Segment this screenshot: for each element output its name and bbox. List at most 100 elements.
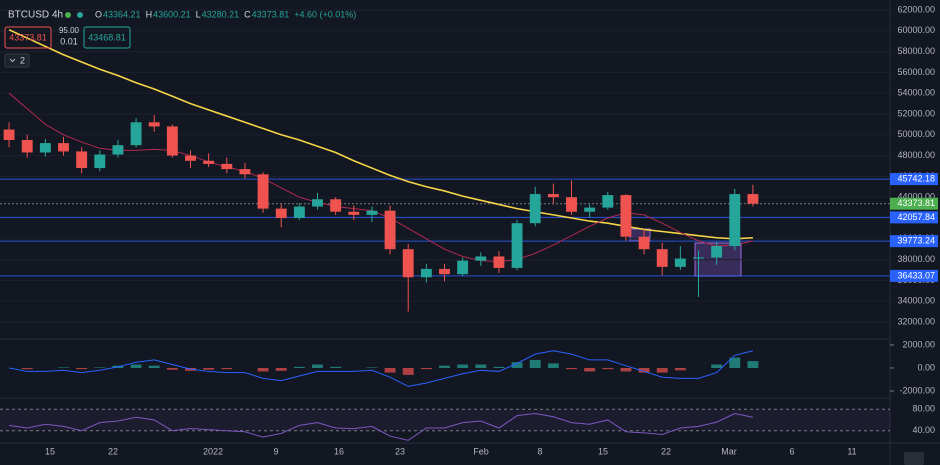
buy-button[interactable] [83,26,131,49]
ohlc-legend: O 43364.21 H 43600.21 L 43280.21 C 43373.81 +4.6… [95,9,356,19]
candle-body [39,143,51,153]
candle-body [166,126,178,156]
time-label: 22 [108,446,118,456]
macd-histogram-bar [656,367,668,373]
candle-body [547,194,559,198]
macd-histogram-bar [638,367,650,373]
candle-body [511,223,523,268]
candle-body [475,256,487,261]
rsi-tick-label: 80.00 [912,404,935,414]
candle-body [566,197,577,212]
rsi-tick-label: 40.00 [912,425,935,435]
macd-histogram-bar [330,366,342,368]
ohlc-key: L [196,9,201,19]
sell-button[interactable] [4,26,52,49]
candle-body [58,143,69,152]
symbol[interactable]: BTCUSD [8,10,49,21]
candle-body [330,199,342,212]
level-label-box [890,269,938,282]
time-label: 16 [334,446,344,456]
time-label: 9 [273,446,278,456]
time-label: 11 [847,446,856,456]
macd-histogram-bar [203,367,215,370]
candle-body [529,194,541,224]
candle-body [94,154,106,169]
y-tick-label: 52000.00 [897,108,935,118]
candle-body [21,139,33,153]
candle-body [402,249,414,278]
rsi-band [0,409,890,431]
settings-button[interactable] [904,452,924,465]
macd-histogram-bar [620,367,632,372]
level-label-box [890,235,938,248]
macd-histogram-bar [457,364,469,368]
candle-body [293,206,305,218]
y-tick-label: 44000.00 [897,192,935,202]
macd-histogram-bar [366,367,378,368]
macd-histogram-bar [747,361,759,368]
macd-histogram-bar [493,366,505,368]
macd-histogram-bar [384,367,396,373]
level-label: 45742.18 [897,173,935,183]
y-tick-label: 32000.00 [897,316,935,326]
indicator-toggle[interactable] [4,53,30,68]
macd-histogram-bar [275,367,287,371]
macd-histogram-bar [130,364,142,368]
candle-body [312,199,323,207]
time-label: 2022 [203,446,223,456]
candle-body [3,129,15,140]
y-tick-label: 56000.00 [897,67,935,77]
macd-histogram-bar [475,364,487,368]
candle-body [148,122,160,127]
time-label: 15 [598,446,608,456]
candle-body [457,260,469,275]
lot-size[interactable]: 0.01 [60,36,78,46]
macd-histogram-bar [21,367,33,370]
level-label: 42057.84 [897,212,935,222]
last-price-label: 43373.81 [897,198,935,208]
candle-body [439,268,450,275]
rsi-line [8,412,754,441]
candle-body [366,210,378,215]
macd-histogram-bar [312,364,323,368]
candle-body [656,249,668,267]
time-label: Mar [721,446,737,456]
macd-histogram-bar [94,367,106,368]
indicator-count: 2 [20,55,25,65]
time-label: Feb [473,446,489,456]
macd-histogram-bar [547,363,559,368]
y-tick-label: 54000.00 [897,88,935,98]
candle-body [747,194,759,204]
macd-histogram-bar [584,367,596,372]
candle-body [602,195,614,208]
y-tick-label: 58000.00 [897,46,935,56]
candle-body [384,210,396,250]
candle-body [674,258,686,267]
level-label-box [890,173,938,186]
candle-body [711,246,723,258]
plot: 62000.0060000.0058000.0056000.0054000.00… [0,4,938,456]
time-label: 22 [661,446,671,456]
ohlc-key: H [146,9,153,19]
candle-body [76,151,88,169]
candle-body [221,163,233,170]
candle-body [257,174,269,209]
macd-histogram-bar [221,367,233,370]
macd-histogram-bar [511,362,523,368]
macd-tick-label: -2000.00 [899,385,935,395]
candle-body [620,195,632,237]
change: +4.60 (+0.01%) [294,9,356,19]
y-tick-label: 50000.00 [897,129,935,139]
ohlc-value: 43373.81 [252,9,290,19]
ohlc-key: C [244,9,251,19]
macd-tick-label: 0.00 [917,362,935,372]
candle-body [584,207,596,212]
time-label: 23 [395,446,405,456]
ohlc-value: 43280.21 [202,9,240,19]
macd-histogram-bar [529,359,541,368]
candle-body [729,194,741,247]
interval[interactable]: 4h [52,10,63,21]
macd-histogram-bar [420,367,432,370]
candle-body [112,145,124,155]
sell-price: 43373.81 [9,32,47,42]
